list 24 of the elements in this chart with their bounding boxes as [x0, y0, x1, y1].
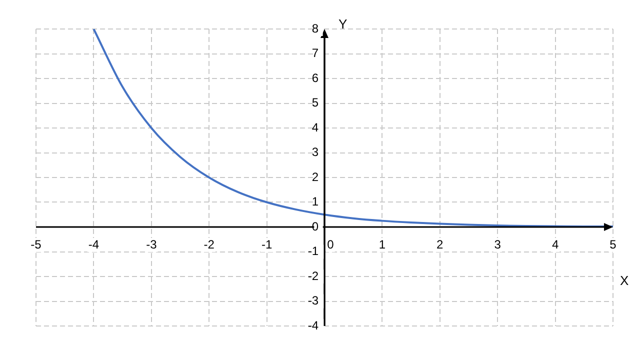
- x-tick-label: 3: [494, 237, 502, 252]
- y-tick-label: 7: [312, 46, 319, 60]
- x-tick-label: 2: [436, 237, 444, 252]
- x-tick-label: -3: [146, 237, 158, 252]
- y-tick-label: -3: [308, 294, 319, 308]
- x-axis-title: X: [620, 273, 629, 288]
- x-tick-label: -1: [261, 237, 272, 252]
- y-tick-label: 5: [312, 96, 319, 110]
- x-tick-label: -2: [204, 237, 215, 252]
- y-tick-label: 2: [312, 170, 319, 184]
- y-tick-label: 4: [312, 120, 319, 134]
- x-tick-label: 4: [552, 237, 559, 252]
- y-tick-label: 6: [312, 70, 319, 85]
- y-axis-title: Y: [338, 16, 348, 32]
- x-tick-label: -4: [88, 237, 100, 252]
- x-tick-label: 5: [610, 237, 617, 252]
- x-tick-label: -5: [30, 237, 42, 252]
- x-tick-label: 0: [327, 237, 334, 252]
- y-tick-label: -2: [308, 268, 319, 283]
- y-tick-label: 3: [312, 145, 319, 160]
- y-tick-label: 1: [312, 194, 319, 209]
- y-tick-label: -4: [308, 318, 319, 332]
- x-tick-label: 1: [378, 237, 386, 252]
- y-tick-label: 8: [312, 21, 319, 36]
